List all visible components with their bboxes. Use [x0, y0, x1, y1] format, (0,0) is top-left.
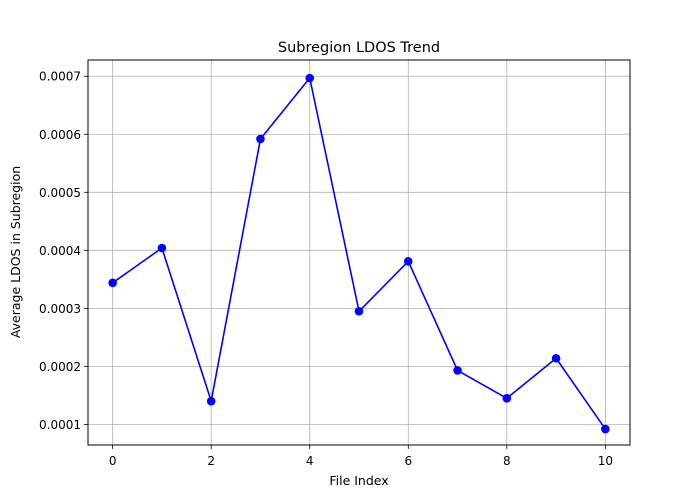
y-tick-label: 0.0001: [39, 418, 81, 432]
grid-lines: [88, 60, 630, 445]
data-point: [108, 278, 117, 288]
data-point: [157, 243, 167, 253]
y-axis-label: Average LDOS in Subregion: [8, 166, 23, 338]
y-tick-label: 0.0002: [39, 360, 81, 374]
chart-title: Subregion LDOS Trend: [278, 40, 440, 56]
data-point: [453, 366, 462, 375]
x-tick-label: 0: [109, 454, 117, 468]
y-tick-label: 0.0005: [39, 186, 81, 200]
y-tick-label: 0.0007: [39, 70, 81, 84]
y-tick-label: 0.0004: [39, 244, 81, 258]
x-axis-label: File Index: [329, 473, 388, 488]
plot-area: [88, 60, 630, 445]
y-axis-ticks: 0.0001 0.0002 0.0003 0.0004 0.0005 0.0006 0.00…: [39, 70, 88, 432]
x-tick-label: 2: [207, 454, 215, 468]
data-point: [403, 257, 413, 266]
data-point: [601, 424, 610, 434]
x-axis-ticks: 0 2 4 6 8 10: [109, 445, 613, 468]
series-markers: [108, 73, 610, 434]
data-point: [305, 73, 315, 83]
x-tick-label: 4: [306, 454, 314, 468]
data-point: [551, 353, 561, 363]
x-tick-label: 8: [503, 454, 511, 468]
data-point: [502, 393, 512, 403]
x-tick-label: 6: [404, 454, 412, 468]
data-point: [206, 396, 216, 406]
data-point: [256, 134, 265, 144]
y-tick-label: 0.0006: [39, 128, 81, 142]
x-tick-label: 10: [598, 454, 613, 468]
y-tick-label: 0.0003: [39, 302, 81, 316]
plot-frame: [87, 59, 631, 446]
data-point: [354, 306, 364, 316]
